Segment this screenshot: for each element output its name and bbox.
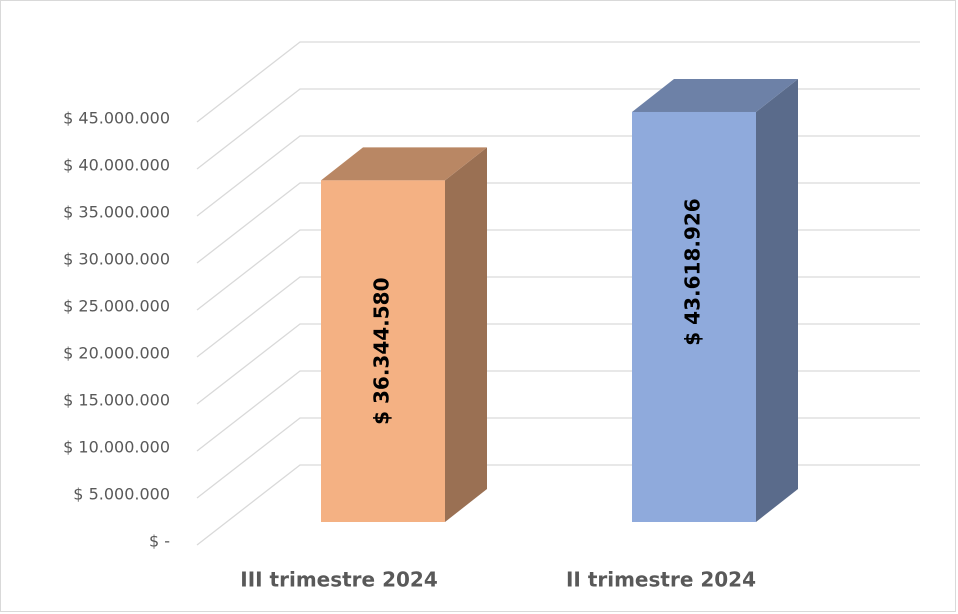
bar-top (321, 147, 487, 181)
x-tick-label: II trimestre 2024 (566, 568, 756, 592)
y-tick-label: $ 40.000.000 (63, 156, 170, 175)
bar-side (756, 78, 798, 523)
y-tick-label: $ 10.000.000 (63, 438, 170, 457)
bar (632, 111, 756, 523)
grid-line (196, 41, 920, 123)
y-tick-label: $ 25.000.000 (63, 297, 170, 316)
bar-top (632, 78, 798, 112)
y-tick-label: $ 15.000.000 (63, 391, 170, 410)
y-tick-label: $ 5.000.000 (73, 485, 170, 504)
y-tick-label: $ 20.000.000 (63, 344, 170, 363)
x-tick-label: III trimestre 2024 (240, 568, 438, 592)
value-label: $ 36.344.580 (370, 277, 394, 424)
y-tick-label: $ 35.000.000 (63, 203, 170, 222)
y-tick-label: $ - (149, 532, 170, 551)
bar-side (445, 147, 487, 522)
y-tick-label: $ 30.000.000 (63, 250, 170, 269)
bar (321, 180, 445, 522)
value-label: $ 43.618.926 (681, 198, 705, 345)
y-tick-label: $ 45.000.000 (63, 109, 170, 128)
